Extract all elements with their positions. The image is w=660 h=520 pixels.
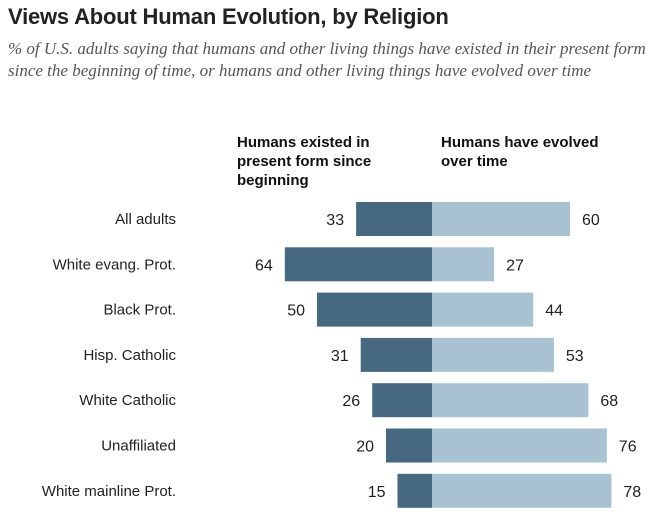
bar-evolved — [432, 428, 607, 463]
bar-evolved — [432, 247, 495, 282]
category-label: All adults — [115, 211, 176, 228]
data-label-existed: 31 — [331, 348, 349, 365]
bar-existed — [360, 337, 432, 372]
category-label: Unaffiliated — [101, 438, 176, 455]
bar-existed — [397, 473, 432, 508]
bar-evolved — [432, 292, 534, 327]
data-label-evolved: 53 — [566, 348, 584, 365]
bar-evolved — [432, 473, 612, 508]
bar-existed — [372, 383, 432, 418]
bar-existed — [356, 202, 432, 236]
chart-title: Views About Human Evolution, by Religion — [8, 4, 449, 29]
data-label-evolved: 60 — [582, 212, 600, 229]
data-label-evolved: 68 — [600, 393, 618, 410]
data-label-existed: 20 — [356, 439, 374, 456]
data-label-existed: 64 — [255, 257, 273, 274]
category-label: Hisp. Catholic — [83, 347, 176, 364]
bar-existed — [317, 292, 432, 327]
data-label-evolved: 76 — [619, 439, 637, 456]
bar-evolved — [432, 337, 554, 372]
data-label-existed: 15 — [368, 484, 386, 501]
category-label: White evang. Prot. — [53, 256, 176, 273]
legend-left-header: Humans existed in present form since beg… — [237, 134, 372, 189]
bar-existed — [386, 428, 432, 463]
category-label: White mainline Prot. — [42, 483, 176, 500]
category-label: White Catholic — [79, 392, 176, 409]
data-label-existed: 33 — [326, 212, 344, 229]
data-label-existed: 50 — [287, 303, 305, 320]
data-label-existed: 26 — [342, 393, 360, 410]
data-label-evolved: 78 — [623, 484, 641, 501]
bar-evolved — [432, 202, 570, 236]
bar-existed — [284, 247, 432, 282]
category-label: Black Prot. — [103, 302, 176, 319]
legend-right-header: Humans have evolved over time — [441, 134, 599, 170]
data-label-evolved: 44 — [545, 303, 563, 320]
bar-evolved — [432, 383, 589, 418]
chart-subtitle: % of U.S. adults saying that humans and … — [8, 39, 646, 80]
data-label-evolved: 27 — [506, 257, 524, 274]
